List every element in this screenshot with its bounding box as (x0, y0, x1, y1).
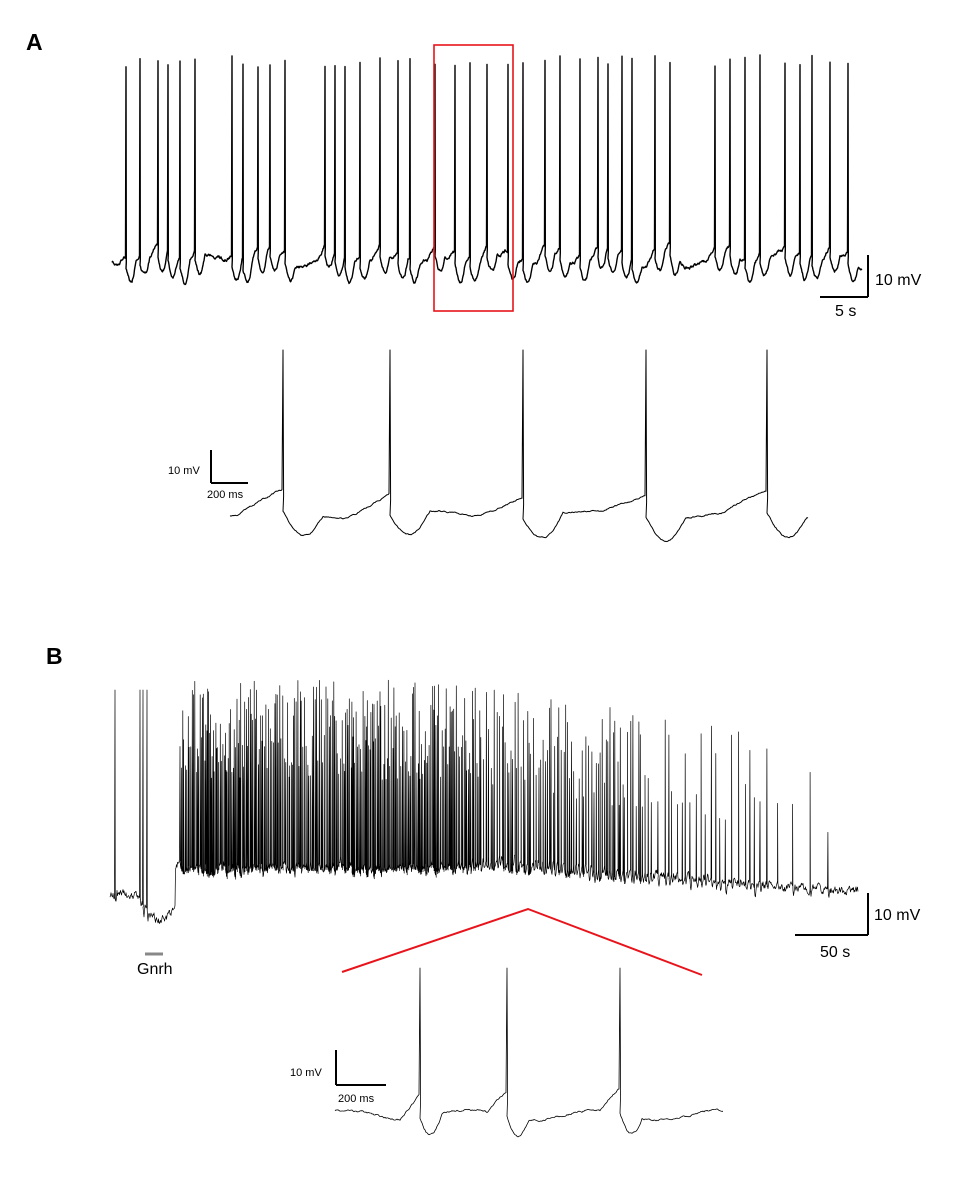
scale-time: 200 ms (338, 1093, 375, 1105)
panel-label: A (26, 29, 43, 55)
voltage-trace (109, 679, 859, 924)
inset-trace (229, 349, 809, 543)
scale-time: 5 s (835, 303, 856, 320)
scale-voltage: 10 mV (875, 272, 922, 289)
scale-voltage: 10 mV (874, 907, 921, 924)
panel-label: B (46, 643, 63, 669)
voltage-trace (111, 54, 863, 286)
zoom-lines (341, 907, 703, 976)
scale-voltage: 10 mV (290, 1067, 322, 1079)
scale-voltage: 10 mV (168, 465, 200, 477)
scale-time: 200 ms (207, 489, 244, 501)
zoom-box (433, 44, 514, 312)
scale-bar (820, 255, 869, 298)
scale-bar (335, 1050, 386, 1086)
scale-bar (210, 450, 248, 484)
scale-time: 50 s (820, 944, 850, 961)
inset-trace (334, 967, 723, 1138)
application-label: Gnrh (137, 961, 173, 978)
scale-bar (795, 893, 869, 936)
